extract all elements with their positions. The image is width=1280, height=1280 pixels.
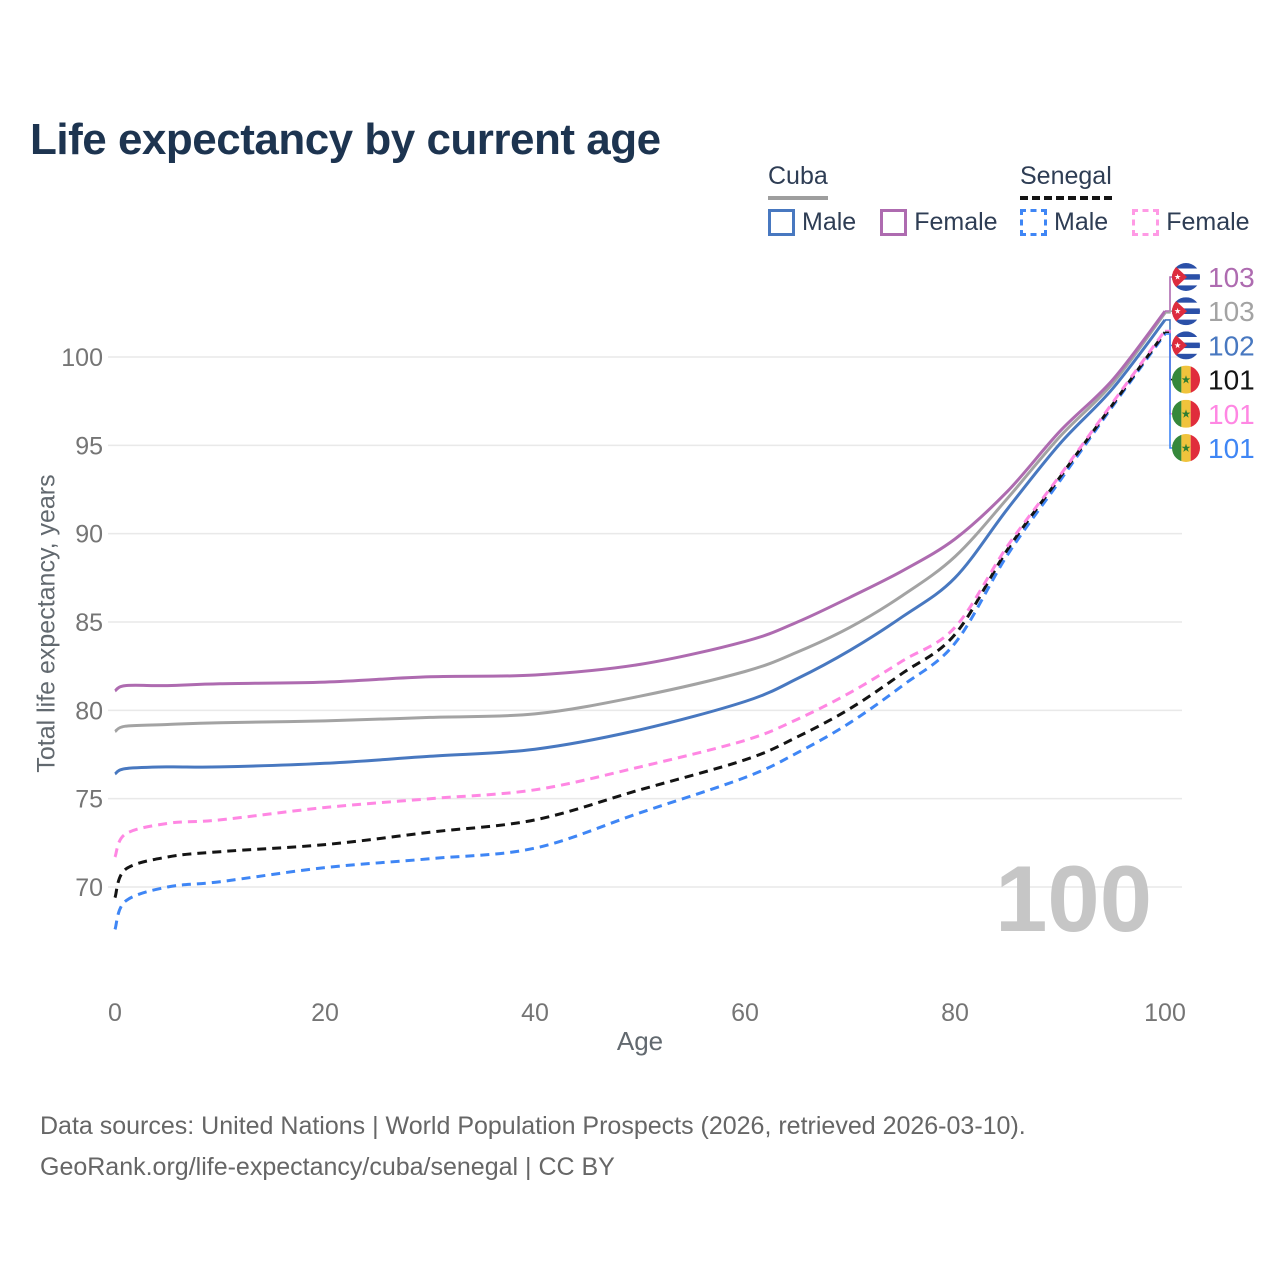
- legend-group-senegal: Senegal Male Female: [1020, 162, 1250, 237]
- cuba-male-swatch-icon: [768, 209, 795, 236]
- end-label-leader: [1165, 276, 1172, 312]
- legend-item-cuba-male[interactable]: Male: [768, 208, 856, 237]
- x-tick-label: 20: [311, 999, 339, 1027]
- y-tick-label: 100: [61, 344, 103, 372]
- x-tick-label: 80: [941, 999, 969, 1027]
- senegal-female-swatch-icon: [1132, 209, 1160, 236]
- senegal-flag-icon: [1172, 366, 1200, 394]
- legend-item-senegal-male[interactable]: Male: [1020, 208, 1108, 237]
- legend-label: Male: [1054, 208, 1109, 236]
- legend-item-cuba-female[interactable]: Female: [880, 208, 998, 237]
- series-line-cuba-female[interactable]: [114, 310, 1167, 693]
- legend-item-senegal-female[interactable]: Female: [1132, 208, 1250, 237]
- age-frame-watermark: 100: [995, 846, 1152, 951]
- legend-label: Female: [914, 208, 998, 236]
- end-label-value: 101: [1208, 365, 1255, 396]
- y-tick-label: 70: [75, 874, 103, 902]
- senegal-male-swatch-icon: [1020, 209, 1047, 236]
- y-tick-label: 75: [75, 786, 103, 814]
- legend-label: Male: [802, 208, 857, 236]
- cuba-flag-icon: [1172, 263, 1200, 291]
- end-label-leader: [1165, 310, 1172, 314]
- series-line-cuba-male[interactable]: [114, 318, 1167, 776]
- series-line-senegal-male[interactable]: [113, 333, 1167, 930]
- y-tick-label: 90: [75, 521, 103, 549]
- cuba-flag-icon: [1172, 297, 1200, 325]
- x-axis-title: Age: [616, 1026, 664, 1056]
- end-label-leader: [1165, 333, 1172, 449]
- x-tick-label: 0: [108, 999, 122, 1027]
- senegal-flag-icon: [1172, 400, 1200, 428]
- y-tick-label: 85: [75, 609, 103, 637]
- legend-label: Female: [1166, 208, 1250, 236]
- x-tick-label: 60: [731, 999, 759, 1027]
- senegal-flag-icon: [1172, 434, 1200, 462]
- series-line-cuba-both-sexes[interactable]: [114, 311, 1167, 733]
- legend-country-senegal: Senegal: [1020, 162, 1112, 200]
- series-line-senegal-both-sexes[interactable]: [113, 331, 1167, 899]
- y-axis-title: Total life expectancy, years: [32, 474, 61, 773]
- y-tick-label: 80: [75, 697, 103, 725]
- y-tick-label: 95: [75, 432, 103, 460]
- page-title: Life expectancy by current age: [30, 115, 661, 165]
- footer: Data sources: United Nations | World Pop…: [40, 1106, 1026, 1188]
- x-tick-label: 100: [1144, 999, 1186, 1027]
- end-label-leader: [1165, 329, 1172, 415]
- end-label-value: 103: [1208, 296, 1255, 327]
- end-label-leader: [1165, 331, 1172, 381]
- cuba-flag-icon: [1172, 331, 1200, 359]
- cuba-female-swatch-icon: [880, 209, 908, 236]
- legend-group-cuba: Cuba Male Female: [768, 162, 998, 237]
- end-label-value: 101: [1208, 399, 1255, 430]
- legend-country-cuba: Cuba: [768, 162, 828, 200]
- x-tick-label: 40: [521, 999, 549, 1027]
- end-label-value: 102: [1208, 330, 1255, 361]
- end-label-value: 103: [1208, 262, 1255, 293]
- attribution-text: GeoRank.org/life-expectancy/cuba/senegal…: [40, 1153, 615, 1181]
- data-sources-text: Data sources: United Nations | World Pop…: [40, 1112, 1026, 1140]
- series-line-senegal-female[interactable]: [113, 329, 1167, 858]
- end-label-value: 101: [1208, 433, 1255, 464]
